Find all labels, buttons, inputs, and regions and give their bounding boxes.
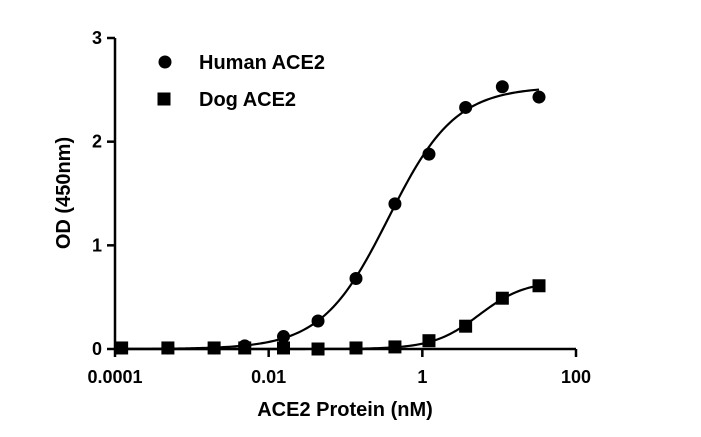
- x-tick-label: 1: [417, 367, 427, 387]
- fit-curves: [121, 88, 540, 351]
- legend-square-marker: [157, 92, 171, 106]
- plot-area: [115, 80, 546, 356]
- legend-item-dog: Dog ACE2: [157, 89, 296, 111]
- x-axis: 0.0001 0.01 1 100: [87, 347, 591, 387]
- data-point-dog: [459, 319, 473, 333]
- data-point-human: [532, 90, 546, 104]
- data-point-dog: [495, 291, 509, 305]
- y-tick-label: 3: [92, 28, 102, 48]
- data-markers: [115, 80, 546, 356]
- y-ticks: 0 1 2 3: [92, 28, 115, 359]
- fit-curve-human: [121, 88, 540, 351]
- data-point-dog: [388, 340, 402, 354]
- y-axis-title: OD (450nm): [53, 137, 75, 249]
- data-point-human: [495, 80, 509, 94]
- fit-curve-dog: [121, 284, 540, 351]
- legend-label-dog: Dog ACE2: [199, 89, 296, 111]
- x-tick-label: 0.0001: [87, 367, 142, 387]
- data-point-human: [277, 330, 291, 344]
- legend: Human ACE2 Dog ACE2: [157, 52, 325, 111]
- y-tick-label: 1: [92, 235, 102, 255]
- legend-circle-marker: [158, 55, 172, 69]
- x-tick-label: 100: [561, 367, 591, 387]
- data-point-human: [459, 100, 473, 114]
- data-point-dog: [422, 334, 436, 348]
- y-tick-label: 0: [92, 339, 102, 359]
- data-point-human: [311, 314, 325, 328]
- y-tick-label: 2: [92, 132, 102, 152]
- data-point-human: [388, 197, 402, 211]
- x-tick-label: 0.01: [251, 367, 286, 387]
- x-ticks: 0.0001 0.01 1 100: [87, 349, 591, 387]
- legend-item-human: Human ACE2: [158, 52, 325, 74]
- x-axis-title: ACE2 Protein (nM): [257, 399, 433, 421]
- legend-label-human: Human ACE2: [199, 52, 325, 74]
- data-point-dog: [532, 279, 546, 293]
- y-axis: 0 1 2 3: [92, 28, 117, 359]
- data-point-human: [422, 147, 436, 161]
- data-point-human: [349, 272, 363, 286]
